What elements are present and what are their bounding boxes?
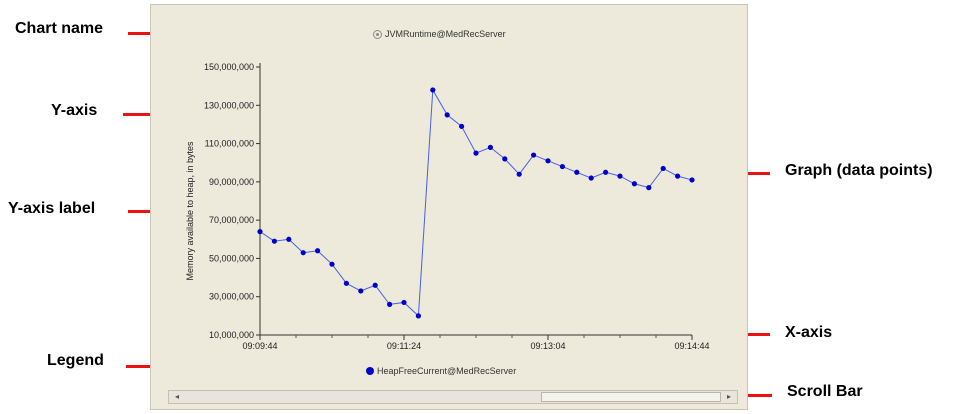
y-axis-title: Memory available to heap, in bytes (185, 141, 195, 281)
y-tick-label: 150,000,000 (204, 62, 254, 72)
gear-icon (373, 29, 382, 39)
data-point (459, 123, 465, 129)
data-point (271, 238, 277, 244)
data-point (401, 299, 407, 306)
callout-graph: Graph (data points) (785, 162, 933, 179)
data-point (286, 236, 292, 242)
callout-x-axis: X-axis (785, 324, 833, 341)
chart-panel: JVMRuntime@MedRecServer 10,000,000 30,000… (150, 4, 748, 410)
data-point (574, 169, 580, 175)
data-point (387, 301, 393, 307)
y-tick-label: 130,000,000 (204, 100, 254, 110)
data-point (343, 280, 349, 286)
data-point (444, 112, 450, 118)
data-point (502, 156, 508, 162)
data-point (559, 163, 565, 170)
chart-title-text: JVMRuntime@MedRecServer (385, 29, 506, 39)
data-point (329, 261, 335, 267)
data-point (430, 87, 436, 93)
y-tick-label: 70,000,000 (209, 215, 254, 225)
callout-y-axis-label: Y-axis label (8, 200, 96, 217)
x-tick-label: 09:13:04 (530, 341, 565, 351)
callout-y-axis: Y-axis (51, 102, 98, 119)
data-point (617, 173, 623, 179)
callout-scroll-bar: Scroll Bar (787, 383, 863, 400)
data-point (545, 158, 551, 164)
data-point (315, 248, 321, 254)
data-point (257, 229, 263, 235)
chart-title: JVMRuntime@MedRecServer (373, 29, 506, 39)
x-tick-label: 09:09:44 (242, 341, 277, 351)
scroll-right-arrow-icon[interactable]: ▸ (726, 392, 731, 401)
data-point (689, 177, 695, 183)
data-point (603, 169, 609, 175)
chart-plot: 10,000,000 30,000,000 50,000,000 70,000,000… (185, 62, 710, 351)
data-point (588, 175, 594, 181)
data-point (675, 173, 681, 179)
data-point (372, 282, 378, 288)
data-point (473, 150, 479, 156)
y-tick-label: 10,000,000 (209, 330, 254, 340)
x-tick-label: 09:11:24 (387, 341, 421, 351)
callout-legend: Legend (47, 352, 104, 369)
data-point (531, 152, 537, 158)
data-point (415, 313, 421, 319)
data-point (358, 288, 364, 294)
legend-label: HeapFreeCurrent@MedRecServer (377, 366, 517, 376)
data-point (516, 171, 522, 177)
data-point (300, 250, 306, 256)
y-tick-label: 90,000,000 (209, 177, 254, 187)
callout-line-scroll-bar (738, 394, 772, 397)
chart-legend: HeapFreeCurrent@MedRecServer (366, 366, 516, 376)
scrollbar-thumb[interactable] (541, 392, 721, 402)
series-line (259, 88, 693, 317)
callout-chart-name: Chart name (15, 20, 104, 37)
data-point (631, 181, 637, 187)
scroll-left-arrow-icon[interactable]: ◂ (174, 392, 179, 401)
y-tick-label: 50,000,000 (209, 253, 254, 263)
data-point (487, 144, 493, 150)
y-tick-label: 30,000,000 (209, 292, 254, 302)
y-tick-label: 110,000,000 (205, 139, 254, 149)
x-tick-label: 09:14:44 (674, 341, 709, 351)
horizontal-scrollbar[interactable]: ◂ ▸ (168, 390, 738, 404)
data-point (646, 185, 652, 191)
data-point (660, 165, 666, 172)
legend-dot-icon (366, 367, 374, 375)
